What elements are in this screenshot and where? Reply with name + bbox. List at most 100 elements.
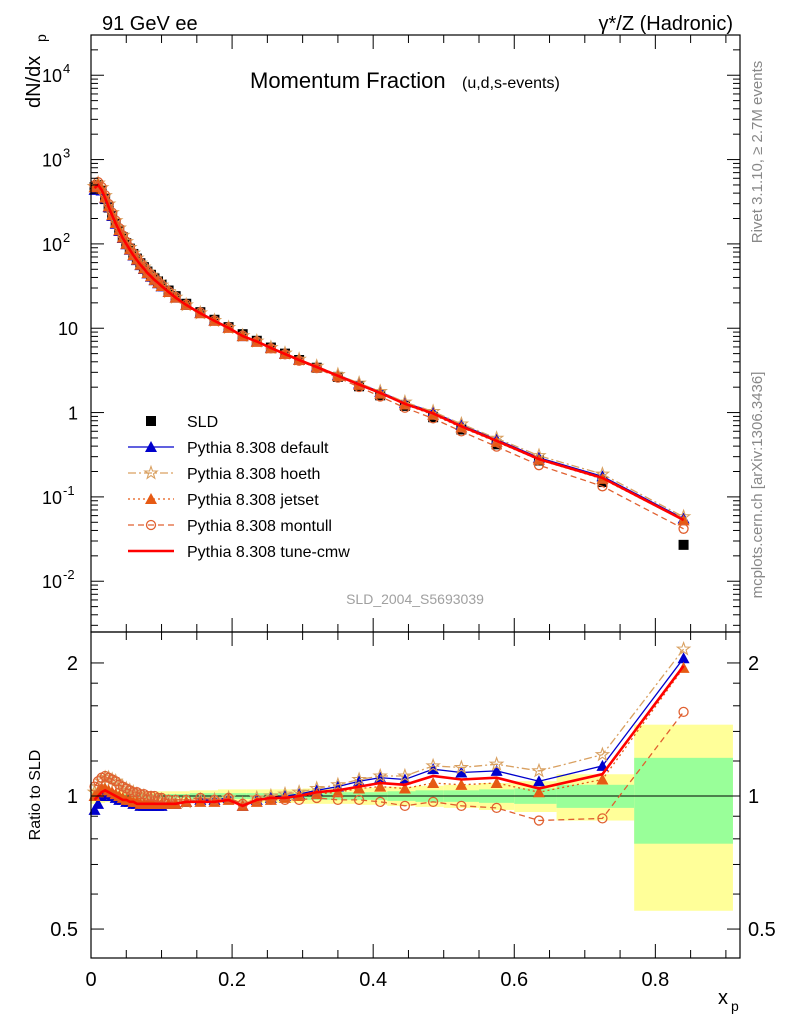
data-point-main [156,279,167,291]
data-point-ratio [398,782,411,794]
data-point-ratio [128,787,139,798]
data-point-ratio [677,652,690,664]
y-tick-label-ratio: 0.5 [50,919,78,941]
chart-title-suffix: (u,d,s-events) [462,75,560,92]
data-point-ratio [675,640,692,656]
legend-marker [145,493,157,504]
data-point-main [265,343,277,354]
y-tick-label-ratio: 1 [67,786,78,808]
x-tick-label: 0.2 [218,969,246,991]
mcplots-label: mcplots.cern.ch [arXiv:1306.3436] [749,372,766,599]
data-point-ratio [156,792,167,804]
x-tick-label: 0.8 [641,969,669,991]
legend-marker [146,416,156,426]
data-point-ratio [427,796,439,807]
x-tick-label: 0.6 [500,969,528,991]
legend-marker [145,519,157,531]
data-point-ratio [145,790,157,802]
x-tick-label: 0.4 [359,969,387,991]
data-point-ratio [135,788,146,800]
y-tick-label-main: 10 [58,319,78,339]
data-point-ratio [533,815,545,826]
header-right: γ*/Z (Hadronic) [599,13,733,35]
legend-label: Pythia 8.308 hoeth [187,466,320,483]
stat-uncertainty-band [634,757,733,844]
analysis-id-label: SLD_2004_S5693039 [346,591,484,607]
data-point-ratio [374,780,387,792]
legend-label: Pythia 8.308 montull [187,518,332,535]
data-point-ratio [250,795,263,807]
x-axis-label-sub: p [731,998,739,1014]
data-point-main [142,266,153,277]
data-point-ratio [490,777,503,789]
data-point-ratio [331,786,344,798]
data-point-ratio [531,762,547,778]
data-point-ratio [678,706,689,718]
data-point-ratio [332,794,344,806]
y-tick-label-ratio-right: 1 [748,786,759,808]
data-point-ratio [453,759,470,775]
y-tick-label-ratio-right: 0.5 [748,919,776,941]
series-line-main [94,185,684,520]
data-point-ratio [92,797,105,809]
data-point-ratio [456,800,467,811]
data-point-ratio [375,796,386,807]
main-y-axis-label: dN/dx [23,56,45,108]
series-line-main [93,183,685,522]
data-point-main [251,336,262,347]
chart-title: Momentum Fraction [250,68,446,93]
ratio-panel: 0.5 0.5 1 1 2 2 0 0.2 0.4 0.6 0.8 x p Ratio to SLD [27,631,776,1014]
main-frame [90,34,741,633]
header-left: 91 GeV ee [102,13,198,35]
data-point-ratio [110,776,121,787]
data-point-ratio [351,771,367,787]
data-point-ratio [397,767,413,783]
data-point-main [279,349,291,360]
data-point-ratio [455,766,468,778]
data-point-main [195,307,206,318]
legend-entry: Pythia 8.308 tune-cmw [128,544,350,561]
main-y-axis-label-sub: p [33,34,49,42]
data-point-ratio [89,781,100,792]
data-point-ratio [264,793,277,805]
data-point-ratio [596,773,609,785]
data-point-ratio [353,782,366,794]
data-point-ratio [399,800,411,811]
series-line-ratio [93,665,685,808]
legend-entry: SLD [146,414,218,431]
data-point-ratio [491,802,502,814]
data-point-main [170,291,181,303]
x-tick-label: 0 [85,969,96,991]
y-tick-label-exponent: -1 [63,483,75,498]
data-point-main [678,539,689,550]
legend-label: Pythia 8.308 default [187,440,329,457]
data-point-ratio [152,792,164,804]
data-point-ratio [425,757,441,773]
legend-label: SLD [187,414,218,431]
series-line-main [94,183,684,521]
data-point-main [223,322,234,333]
data-point-ratio [279,794,291,806]
data-point-main [163,286,174,297]
data-point-ratio [142,790,153,802]
y-tick-label-main: 10 [42,235,62,255]
data-point-ratio [265,794,277,806]
data-point-ratio [92,776,104,787]
data-point-ratio [455,778,468,790]
y-tick-label-main: 10 [42,572,62,592]
data-point-ratio [490,764,503,776]
y-tick-label-ratio-right: 2 [748,653,759,675]
data-point-ratio [223,792,234,804]
data-point-ratio [532,786,545,798]
y-tick-label-main: 10 [42,66,62,86]
data-point-ratio [597,813,608,824]
legend-label: Pythia 8.308 jetset [187,492,319,509]
legend-marker [145,441,157,452]
y-tick-label-main: 10 [42,151,62,171]
legend-entry: Pythia 8.308 montull [128,518,332,535]
data-point-main [597,481,608,492]
y-tick-label-exponent: -2 [63,567,75,582]
data-point-ratio [353,794,365,806]
legend-marker [143,464,159,480]
